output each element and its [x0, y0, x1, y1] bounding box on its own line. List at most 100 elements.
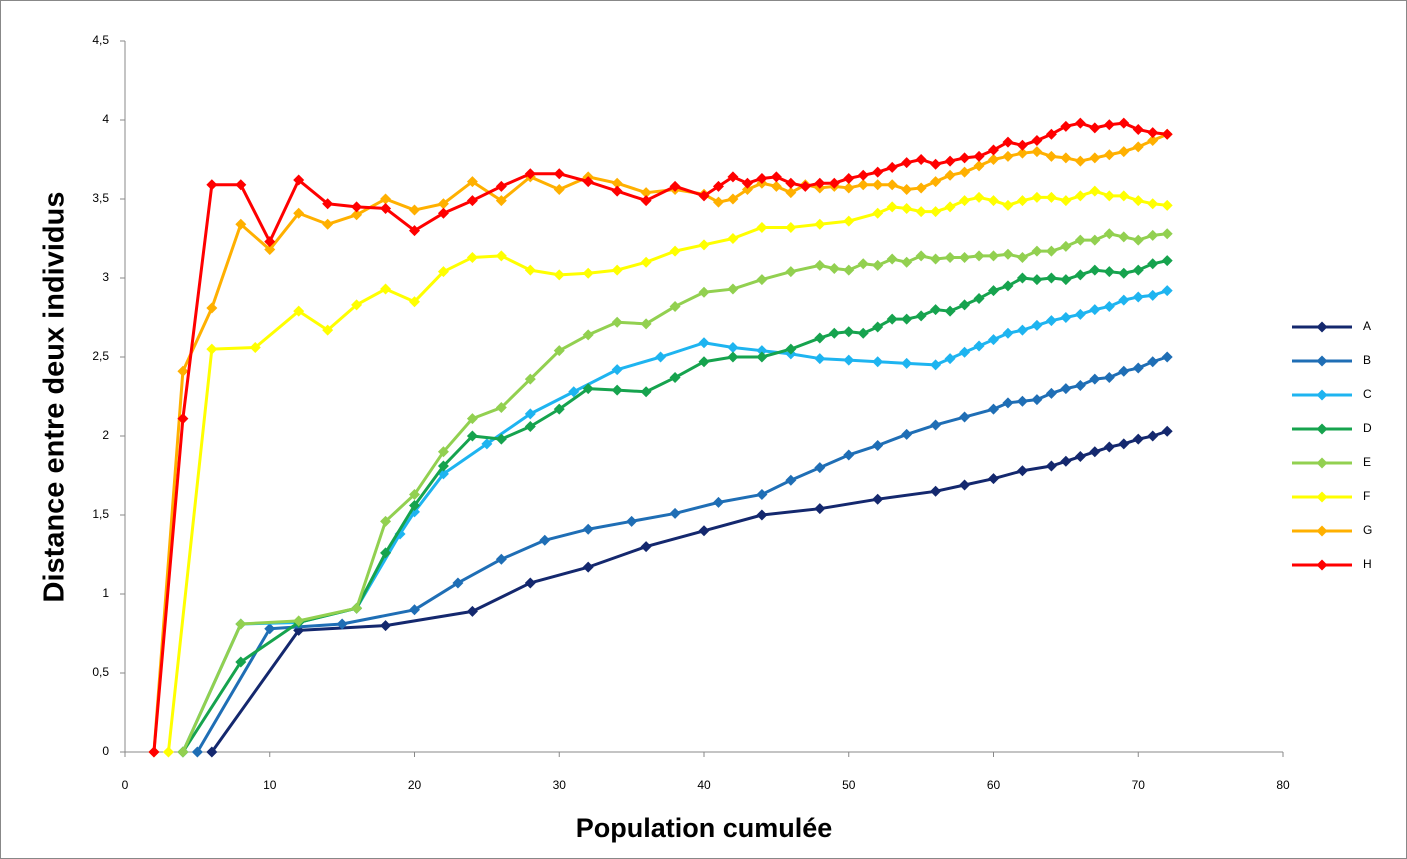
point [944, 251, 956, 263]
point [409, 488, 420, 500]
point [322, 218, 334, 230]
point [872, 439, 884, 451]
y-axis-title: Distance entre deux individus [39, 192, 71, 603]
point [930, 304, 942, 316]
point [915, 154, 927, 165]
point [553, 403, 565, 415]
point [669, 180, 681, 192]
point [727, 193, 739, 205]
x-tick-label: 0 [122, 778, 129, 792]
point [669, 507, 681, 519]
point [1031, 274, 1043, 286]
point [712, 496, 724, 508]
point [524, 421, 536, 433]
point [437, 446, 449, 458]
point [1031, 394, 1043, 406]
point [785, 221, 797, 233]
point [1161, 228, 1173, 240]
point [553, 345, 565, 357]
point [1132, 123, 1144, 135]
point [524, 264, 536, 276]
point [1045, 315, 1057, 327]
point [1074, 117, 1086, 129]
point [1103, 190, 1115, 202]
point [495, 250, 507, 262]
point [669, 300, 681, 312]
point [380, 547, 392, 559]
point [901, 256, 913, 268]
point [1002, 136, 1014, 148]
point [380, 283, 392, 295]
point [1132, 291, 1144, 303]
point [988, 473, 999, 485]
point [959, 299, 971, 311]
point [770, 180, 782, 192]
point [741, 177, 753, 189]
point [1147, 229, 1159, 241]
point [872, 493, 884, 505]
point [582, 267, 594, 279]
point [1089, 373, 1101, 385]
point [524, 168, 536, 180]
point [380, 620, 392, 632]
point [843, 182, 855, 194]
point [843, 215, 855, 227]
point [1147, 127, 1159, 139]
point [293, 207, 305, 219]
point [988, 154, 999, 165]
series-line [152, 121, 1168, 753]
legend-label: E [1363, 455, 1371, 469]
point [380, 193, 392, 205]
point [756, 221, 768, 233]
point [1103, 441, 1115, 453]
point [1132, 234, 1144, 246]
point [930, 158, 942, 170]
point [466, 251, 478, 263]
point [814, 218, 826, 230]
point [524, 373, 536, 385]
point [293, 615, 305, 627]
point [206, 179, 218, 191]
point [264, 623, 276, 635]
point [843, 264, 855, 276]
point [1132, 362, 1144, 374]
legend-marker [1316, 355, 1328, 367]
point [843, 449, 855, 461]
y-tick-label: 1,5 [92, 507, 109, 521]
point [1031, 191, 1043, 203]
point [1147, 198, 1159, 210]
point [293, 305, 305, 317]
point [988, 403, 999, 415]
y-tick-label: 0,5 [92, 665, 109, 679]
point [785, 266, 797, 278]
point [901, 157, 913, 169]
x-tick-label: 70 [1132, 778, 1146, 792]
point [1118, 146, 1130, 158]
point [843, 326, 855, 338]
point [901, 357, 913, 369]
point [988, 285, 999, 297]
point [886, 253, 898, 265]
point [1103, 228, 1115, 240]
point [177, 413, 189, 425]
legend-label: F [1363, 489, 1370, 503]
point [1132, 141, 1144, 153]
legend-label: D [1363, 421, 1372, 435]
point [640, 541, 652, 553]
point [177, 746, 189, 758]
point [1031, 319, 1043, 331]
point [466, 195, 478, 207]
point [698, 286, 710, 298]
point [872, 207, 884, 219]
point [915, 310, 927, 322]
point [1147, 289, 1159, 301]
point [727, 283, 739, 295]
point [1016, 195, 1028, 207]
point [944, 305, 956, 317]
point [1060, 312, 1072, 323]
point [1089, 185, 1101, 197]
point [930, 359, 942, 371]
point [1161, 128, 1173, 140]
point [1045, 387, 1057, 399]
